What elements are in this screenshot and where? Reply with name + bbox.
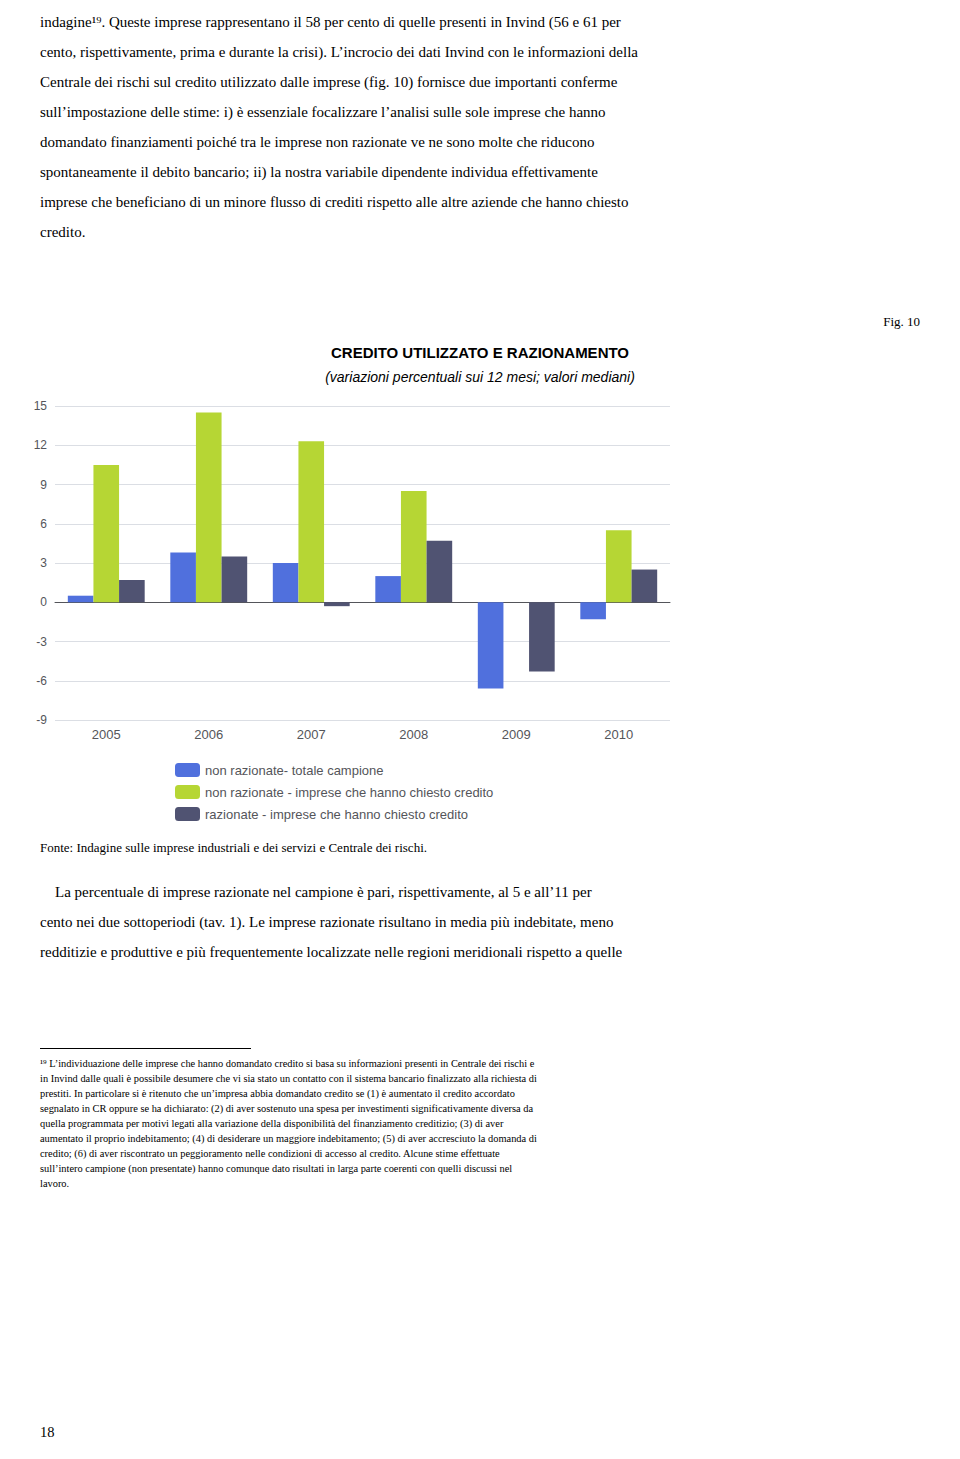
svg-text:non razionate - imprese che ha: non razionate - imprese che hanno chiest… bbox=[205, 785, 493, 800]
svg-text:-9: -9 bbox=[36, 713, 47, 727]
svg-text:2008: 2008 bbox=[399, 727, 428, 742]
html-text:quella programmata per motivi: quella programmata per motivi legati all… bbox=[40, 1118, 504, 1129]
svg-text:-6: -6 bbox=[36, 674, 47, 688]
svg-text:(variazioni percentuali sui 12: (variazioni percentuali sui 12 mesi; val… bbox=[325, 369, 635, 385]
html-text:sull’intero campione (non pres: sull’intero campione (non presentate) ha… bbox=[40, 1163, 513, 1174]
html-text:18: 18 bbox=[40, 1424, 55, 1440]
svg-text:3: 3 bbox=[40, 556, 47, 570]
svg-text:non razionate- totale campione: non razionate- totale campione bbox=[205, 763, 384, 778]
html-text:cento, rispettivamente, prima: cento, rispettivamente, prima e durante … bbox=[40, 44, 638, 60]
svg-text:2007: 2007 bbox=[297, 727, 326, 742]
svg-text:2006: 2006 bbox=[194, 727, 223, 742]
svg-text:6: 6 bbox=[40, 517, 47, 531]
html-text:sull’impostazione delle stime:: sull’impostazione delle stime: i) è esse… bbox=[40, 104, 606, 120]
svg-text:0: 0 bbox=[40, 595, 47, 609]
html-text:in Invind dalle quali è possib: in Invind dalle quali è possibile desume… bbox=[40, 1073, 537, 1084]
html-text:cento nei due sottoperiodi (ta: cento nei due sottoperiodi (tav. 1). Le … bbox=[40, 914, 614, 930]
html-text:La percentuale di imprese razi: La percentuale di imprese razionate nel … bbox=[40, 884, 592, 900]
svg-text:2010: 2010 bbox=[604, 727, 633, 742]
html-text:indagine¹⁹. Queste imprese rap: indagine¹⁹. Queste imprese rappresentano… bbox=[40, 14, 621, 30]
svg-text:9: 9 bbox=[40, 478, 47, 492]
svg-text:15: 15 bbox=[34, 399, 48, 413]
html-text:prestiti. In particolare si è: prestiti. In particolare si è ritenuto c… bbox=[40, 1088, 515, 1099]
html-text:aumentato il proprio indebitam: aumentato il proprio indebitamento; (4) … bbox=[40, 1133, 537, 1144]
html-text:credito; (6) di aver riscontra: credito; (6) di aver riscontrato un pegg… bbox=[40, 1148, 500, 1159]
svg-text:2009: 2009 bbox=[502, 727, 531, 742]
svg-text:razionate - imprese che hanno: razionate - imprese che hanno chiesto cr… bbox=[205, 807, 468, 822]
svg-text:12: 12 bbox=[34, 438, 48, 452]
html-text:credito.: credito. bbox=[40, 224, 86, 240]
html-text:spontaneamente il debito banca: spontaneamente il debito bancario; ii) l… bbox=[40, 164, 598, 180]
html-text:Fonte: Indagine sulle imprese: Fonte: Indagine sulle imprese industrial… bbox=[40, 840, 427, 855]
svg-text:-3: -3 bbox=[36, 635, 47, 649]
html-text:¹⁹ L’individuazione delle impr: ¹⁹ L’individuazione delle imprese che ha… bbox=[40, 1058, 535, 1069]
html-text:domandato finanziamenti poiché: domandato finanziamenti poiché tra le im… bbox=[40, 134, 595, 150]
svg-text:2005: 2005 bbox=[92, 727, 121, 742]
html-text:redditizie e produttive e più: redditizie e produttive e più frequentem… bbox=[40, 944, 623, 960]
html-text:Centrale dei rischi sul credit: Centrale dei rischi sul credito utilizza… bbox=[40, 74, 618, 90]
html-text:Fig. 10: Fig. 10 bbox=[883, 314, 920, 329]
html-text:imprese che beneficiano di un: imprese che beneficiano di un minore flu… bbox=[40, 194, 629, 210]
html-text:segnalato in CR oppure se ha d: segnalato in CR oppure se ha dichiarato:… bbox=[40, 1103, 534, 1114]
svg-text:CREDITO UTILIZZATO E RAZIONAME: CREDITO UTILIZZATO E RAZIONAMENTO bbox=[331, 344, 629, 361]
html-text:lavoro.: lavoro. bbox=[40, 1178, 70, 1189]
